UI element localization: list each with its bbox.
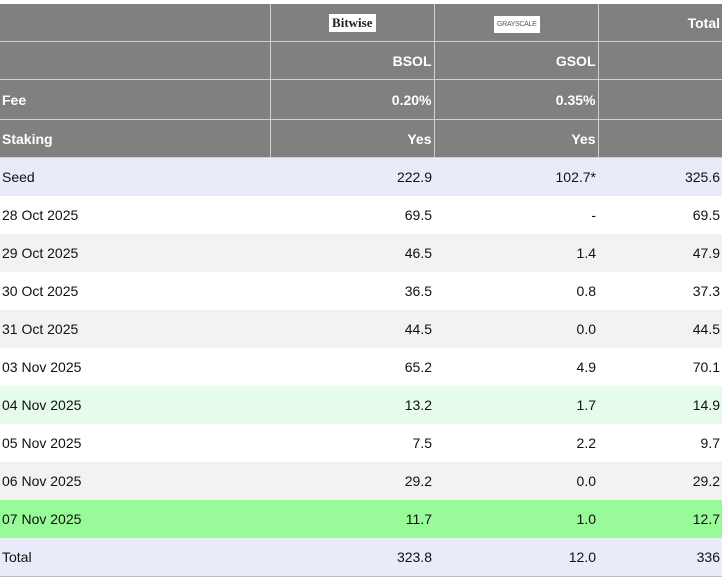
table-row: 04 Nov 2025 13.2 1.7 14.9	[0, 386, 722, 424]
table-body: Seed 222.9 102.7* 325.6 28 Oct 2025 69.5 - 69.5…	[0, 157, 722, 577]
table-row: 03 Nov 2025 65.2 4.9 70.1	[0, 348, 722, 386]
table-row: 05 Nov 2025 7.5 2.2 9.7	[0, 424, 722, 462]
row-label: 07 Nov 2025	[2, 511, 82, 527]
header-cell: Staking	[0, 119, 271, 158]
table-cell: 69.5	[404, 207, 432, 223]
table-cell: 11.7	[405, 511, 432, 527]
header-cell	[598, 119, 722, 158]
row-label: Total	[0, 538, 270, 577]
table-cell: 36.5	[404, 283, 432, 299]
row-label: 05 Nov 2025	[2, 435, 82, 451]
table-cell: 29.2	[692, 473, 720, 489]
header-cell	[0, 41, 271, 80]
row-label: 03 Nov 2025	[2, 359, 82, 375]
table-cell: -	[591, 207, 596, 223]
header-row: Fee 0.20% 0.35%	[0, 79, 722, 120]
header-cell	[598, 79, 722, 120]
row-label: 29 Oct 2025	[2, 245, 79, 261]
table-cell: 65.2	[404, 359, 432, 375]
header-cell: Bitwise	[270, 4, 435, 42]
table-cell: 12.0	[434, 538, 598, 577]
table-cell: 12.7	[692, 511, 720, 527]
table-cell: 1.0	[576, 511, 596, 527]
table-cell: 222.9	[396, 169, 432, 185]
row-label: 04 Nov 2025	[2, 397, 82, 413]
table-cell: 2.2	[576, 435, 596, 451]
table-cell: 69.5	[692, 207, 720, 223]
header-cell	[598, 41, 722, 80]
header-row: Staking Yes Yes	[0, 119, 722, 158]
header-cell: 0.20%	[270, 79, 435, 120]
table-cell: 9.7	[700, 435, 720, 451]
table-row: 07 Nov 2025 11.7 1.0 12.7	[0, 500, 722, 538]
row-label: Seed	[2, 169, 35, 185]
table-cell: 46.5	[404, 245, 432, 261]
table-row: 30 Oct 2025 36.5 0.8 37.3	[0, 272, 722, 310]
table-cell: 13.2	[404, 397, 432, 413]
header-cell: GRAYSCALE	[434, 4, 599, 42]
table-cell: 0.0	[576, 473, 596, 489]
table-row: Total 323.8 12.0 336	[0, 538, 722, 577]
header-row: BSOL GSOL	[0, 41, 722, 80]
header-cell: Total	[598, 4, 722, 42]
header-cell: Yes	[434, 119, 599, 158]
table-header: Bitwise GRAYSCALE Total BSOL GSOL Fee 0.…	[0, 4, 722, 158]
table-row: 29 Oct 2025 46.5 1.4 47.9	[0, 234, 722, 272]
table-cell: 44.5	[692, 321, 720, 337]
table-row: 28 Oct 2025 69.5 - 69.5	[0, 196, 722, 234]
table-row: Seed 222.9 102.7* 325.6	[0, 157, 722, 196]
table-cell: 323.8	[270, 538, 434, 577]
table-cell: 102.7*	[555, 169, 596, 185]
table-row: 06 Nov 2025 29.2 0.0 29.2	[0, 462, 722, 500]
header-cell: GSOL	[434, 41, 599, 80]
table-cell: 29.2	[404, 473, 432, 489]
table-cell: 336	[598, 538, 722, 577]
table-cell: 0.8	[576, 283, 596, 299]
header-cell: BSOL	[270, 41, 435, 80]
table-cell: 325.6	[684, 169, 720, 185]
table-cell: 14.9	[692, 397, 720, 413]
row-label: 30 Oct 2025	[2, 283, 79, 299]
header-row: Bitwise GRAYSCALE Total	[0, 4, 722, 42]
row-label: 06 Nov 2025	[2, 473, 82, 489]
row-label: 28 Oct 2025	[2, 207, 79, 223]
grayscale-logo: GRAYSCALE	[493, 15, 540, 33]
header-cell: Fee	[0, 79, 271, 120]
header-cell	[0, 4, 271, 42]
table-cell: 4.9	[576, 359, 596, 375]
row-label: 31 Oct 2025	[2, 321, 79, 337]
bitwise-logo: Bitwise	[329, 13, 376, 32]
table-cell: 1.4	[576, 245, 596, 261]
table-cell: 70.1	[692, 359, 720, 375]
table-row: 31 Oct 2025 44.5 0.0 44.5	[0, 310, 722, 348]
table-cell: 37.3	[692, 283, 720, 299]
header-cell: 0.35%	[434, 79, 599, 120]
table-cell: 1.7	[576, 397, 596, 413]
table-cell: 0.0	[576, 321, 596, 337]
fund-flows-table: Bitwise GRAYSCALE Total BSOL GSOL Fee 0.…	[0, 4, 722, 577]
table-cell: 47.9	[692, 245, 720, 261]
table-cell: 7.5	[412, 435, 432, 451]
header-cell: Yes	[270, 119, 435, 158]
table-cell: 44.5	[404, 321, 432, 337]
